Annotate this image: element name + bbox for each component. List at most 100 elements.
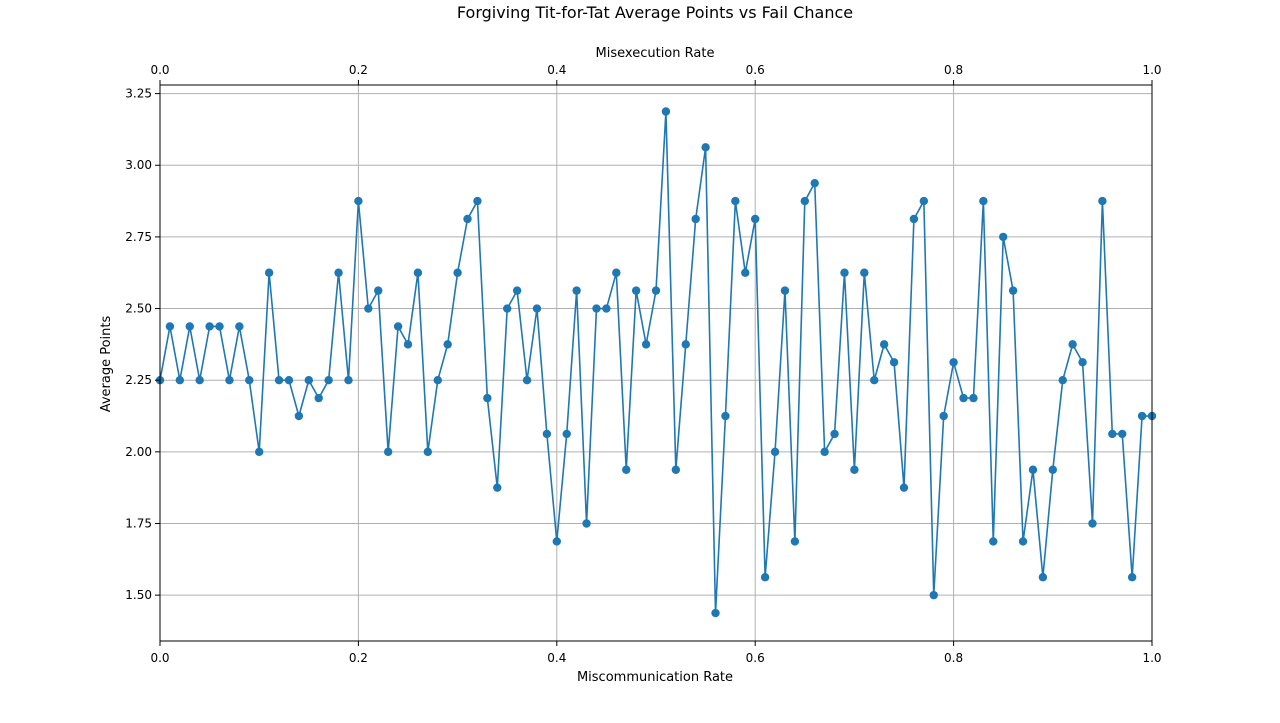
data-point [264,268,274,277]
data-point [364,304,373,313]
plot-frame [159,84,1153,642]
data-point [622,465,631,474]
data-point [810,178,819,188]
data-point [552,537,561,546]
data-point [215,322,224,331]
data-point [443,340,452,349]
data-point [760,573,770,582]
x-top-tick-label: 0.8 [944,63,963,77]
data-point [245,376,254,385]
data-point [1108,429,1117,439]
data-point [711,608,720,618]
data-point [512,286,522,295]
data-point [1118,429,1127,439]
data-point [820,447,829,457]
data-point [830,429,839,439]
series-line [159,110,1152,614]
data-point [929,590,938,600]
x-top-tick-label: 1.0 [1142,63,1161,77]
data-point [602,304,611,313]
data-point [939,411,948,421]
data-point [1038,573,1048,582]
data-point [641,340,651,349]
x-tick-label: 0.0 [150,651,169,665]
data-point [314,393,323,403]
data-point [324,376,333,385]
x-tick-label: 0.8 [944,651,963,665]
data-point [959,393,968,403]
data-point [840,268,849,277]
data-point [255,447,264,457]
data-point [770,447,780,457]
x-tick-label: 0.4 [547,651,566,665]
data-point [691,214,700,224]
data-point [1098,196,1107,206]
data-point [1048,465,1058,474]
axes: 0.0 0.2 0.4 0.6 0.8 1.0 0.0 0.2 0.4 0.6 0.8 1.0 1.50… [125,63,1161,665]
y-tick-label: 1.75 [125,516,152,530]
data-point [999,232,1008,242]
data-point [284,376,294,385]
data-point [383,447,393,457]
data-point [860,268,869,277]
data-point [274,376,284,385]
x-top-tick-label: 0.4 [547,63,566,77]
data-point [344,376,353,385]
data-point [304,376,313,385]
data-point [1068,340,1077,349]
data-point [671,465,681,474]
data-point [899,483,909,492]
data-point [969,393,978,403]
data-point [631,286,641,295]
data-point [354,196,363,206]
y-tick-label: 2.75 [125,230,152,244]
data-point [989,537,998,546]
x-axis-label: Miscommunication Rate [577,670,733,685]
data-point [423,447,433,457]
data-point [780,286,790,295]
data-point [433,376,442,385]
data-point [681,340,690,349]
data-point [1137,411,1147,421]
x-tick-label: 0.2 [349,651,368,665]
data-point [741,268,750,277]
data-point [473,196,482,206]
data-point [205,322,214,331]
data-point [165,322,175,331]
x-axis-top-label: Misexecution Rate [596,46,715,61]
data-point [493,483,502,492]
grid [159,85,1153,641]
data-point [542,429,552,439]
data-point [483,393,492,403]
data-point [979,196,988,206]
data-point [850,465,859,474]
data-point [175,376,185,385]
data-point [1028,465,1038,474]
y-tick-label: 2.25 [125,373,152,387]
data-point [1008,286,1018,295]
data-point [503,304,512,313]
data-point [870,376,879,385]
data-point [562,429,571,439]
data-point [403,340,413,349]
data-point [1058,376,1067,385]
data-point [751,214,760,224]
data-point [701,143,710,152]
series-layer [155,107,1157,618]
data-point [294,411,304,421]
data-point [731,196,740,206]
data-point [790,537,800,546]
x-tick-label: 0.6 [746,651,765,665]
data-point [334,268,343,277]
data-point [949,358,958,367]
data-point [185,322,194,331]
data-point [1018,537,1028,546]
data-point [393,322,403,331]
data-point [800,196,809,206]
data-point [582,519,591,528]
y-tick-label: 1.50 [125,588,152,602]
data-point [235,322,244,331]
x-top-tick-label: 0.0 [150,63,169,77]
data-point [1078,358,1087,367]
